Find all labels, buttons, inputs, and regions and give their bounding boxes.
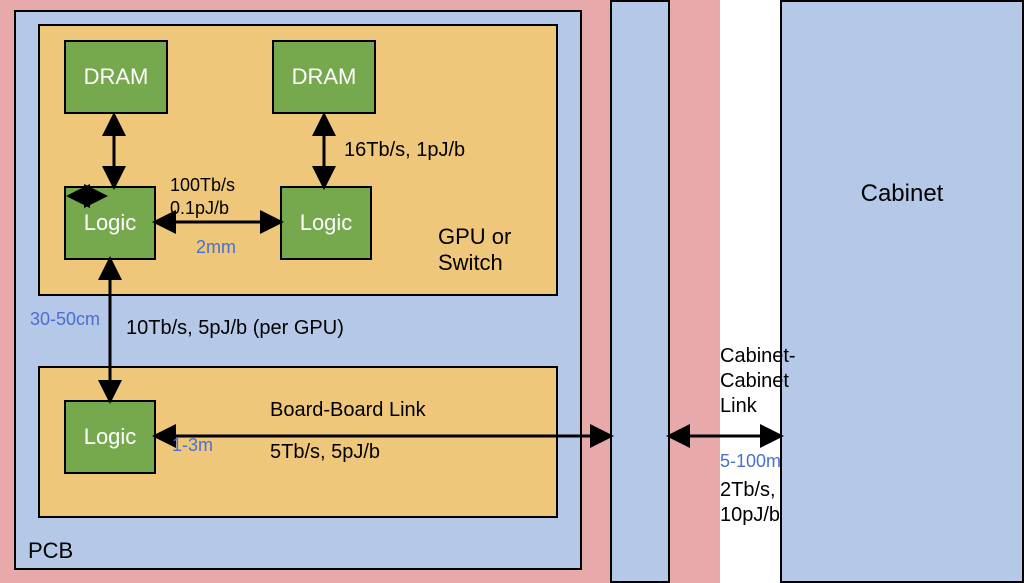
annotation-cc-title: Cabinet- Cabinet Link [720,344,796,419]
annotation-onchip-bw: 100Tb/s 0.1pJ/b [170,174,235,219]
annotation-pcb-bw: 10Tb/s, 5pJ/b (per GPU) [126,316,344,341]
annotation-bb-dist: 1-3m [172,434,213,457]
annotation-cc-dist: 5-100m [720,450,781,473]
annotation-pcb-dist: 30-50cm [30,308,100,331]
annotation-onchip-dist: 2mm [196,236,236,259]
annotation-dram-bw: 16Tb/s, 1pJ/b [344,138,465,163]
annotation-cc-bw: 2Tb/s, 10pJ/b [720,478,780,528]
diagram-root: PCBGPU or SwitchDRAMDRAMLogicLogicLogicC… [0,0,1024,583]
arrows-layer [0,0,1024,583]
annotation-bb-bw: 5Tb/s, 5pJ/b [270,440,380,465]
annotation-bb-title: Board-Board Link [270,398,426,423]
